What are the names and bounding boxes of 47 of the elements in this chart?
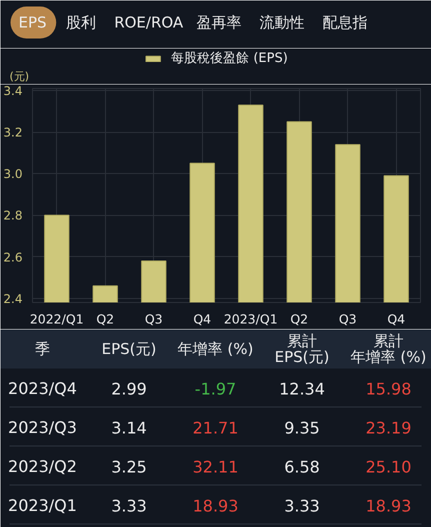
category-label: 股利 [66,14,96,32]
x-tick-label: 2022/Q1 [30,312,84,326]
series-label: EPS(元) [102,340,156,358]
text: 累計年增率 (%) [350,332,426,366]
data-label: 25.10 [366,458,412,476]
y-tick-label: 3.4 [3,84,23,98]
y-tick-label: 3.2 [3,126,23,140]
x-tick-label: Q3 [144,312,163,326]
data-label: 6.58 [284,458,320,476]
data-label: 18.93 [192,496,238,516]
legend-label: 每股稅後盈餘 (EPS) [171,50,288,67]
category-label: 2023/Q3 [8,418,77,437]
data-label: 3.25 [111,458,147,476]
category-label: 2023/Q4 [8,379,77,398]
data-label: 12.34 [279,380,325,398]
data-label: -1.97 [194,380,236,398]
x-tick-label: 2023/Q1 [224,312,278,326]
x-tick-label: Q2 [96,312,114,326]
category-label: 2023/Q1 [8,496,77,515]
data-label: 15.98 [366,380,412,398]
y-tick-label: 3.0 [3,167,23,182]
data-label: 2.99 [111,380,147,398]
data-label: 18.93 [366,496,412,516]
y-tick-label: 2.4 [3,292,23,306]
data-label: 23.19 [366,418,412,438]
x-tick-label: Q2 [290,312,308,326]
text: 累計EPS(元) [274,332,330,366]
category-label: ROE/ROA [114,14,184,32]
category-label: 配息指 [322,14,368,32]
category-label: 2023/Q2 [8,457,77,476]
x-tick-label: Q3 [338,312,357,326]
x-tick-label: Q4 [387,312,406,326]
category-label: EPS [18,14,47,32]
data-label: 32.11 [192,458,238,476]
y-axis-title: (元) [10,70,30,83]
data-label: 9.35 [284,418,320,438]
data-label: 3.14 [111,418,147,438]
text: 季 [35,340,50,358]
text: 年增率 (%) [178,340,254,358]
data-label: 21.71 [192,418,238,438]
x-tick-label: Q4 [193,312,212,326]
category-label: 盈再率 [196,14,242,32]
y-tick-label: 2.6 [3,250,23,264]
data-label: 3.33 [111,496,147,516]
data-label: 3.33 [284,496,320,516]
category-label: 流動性 [260,14,305,32]
y-tick-label: 2.8 [3,208,23,223]
